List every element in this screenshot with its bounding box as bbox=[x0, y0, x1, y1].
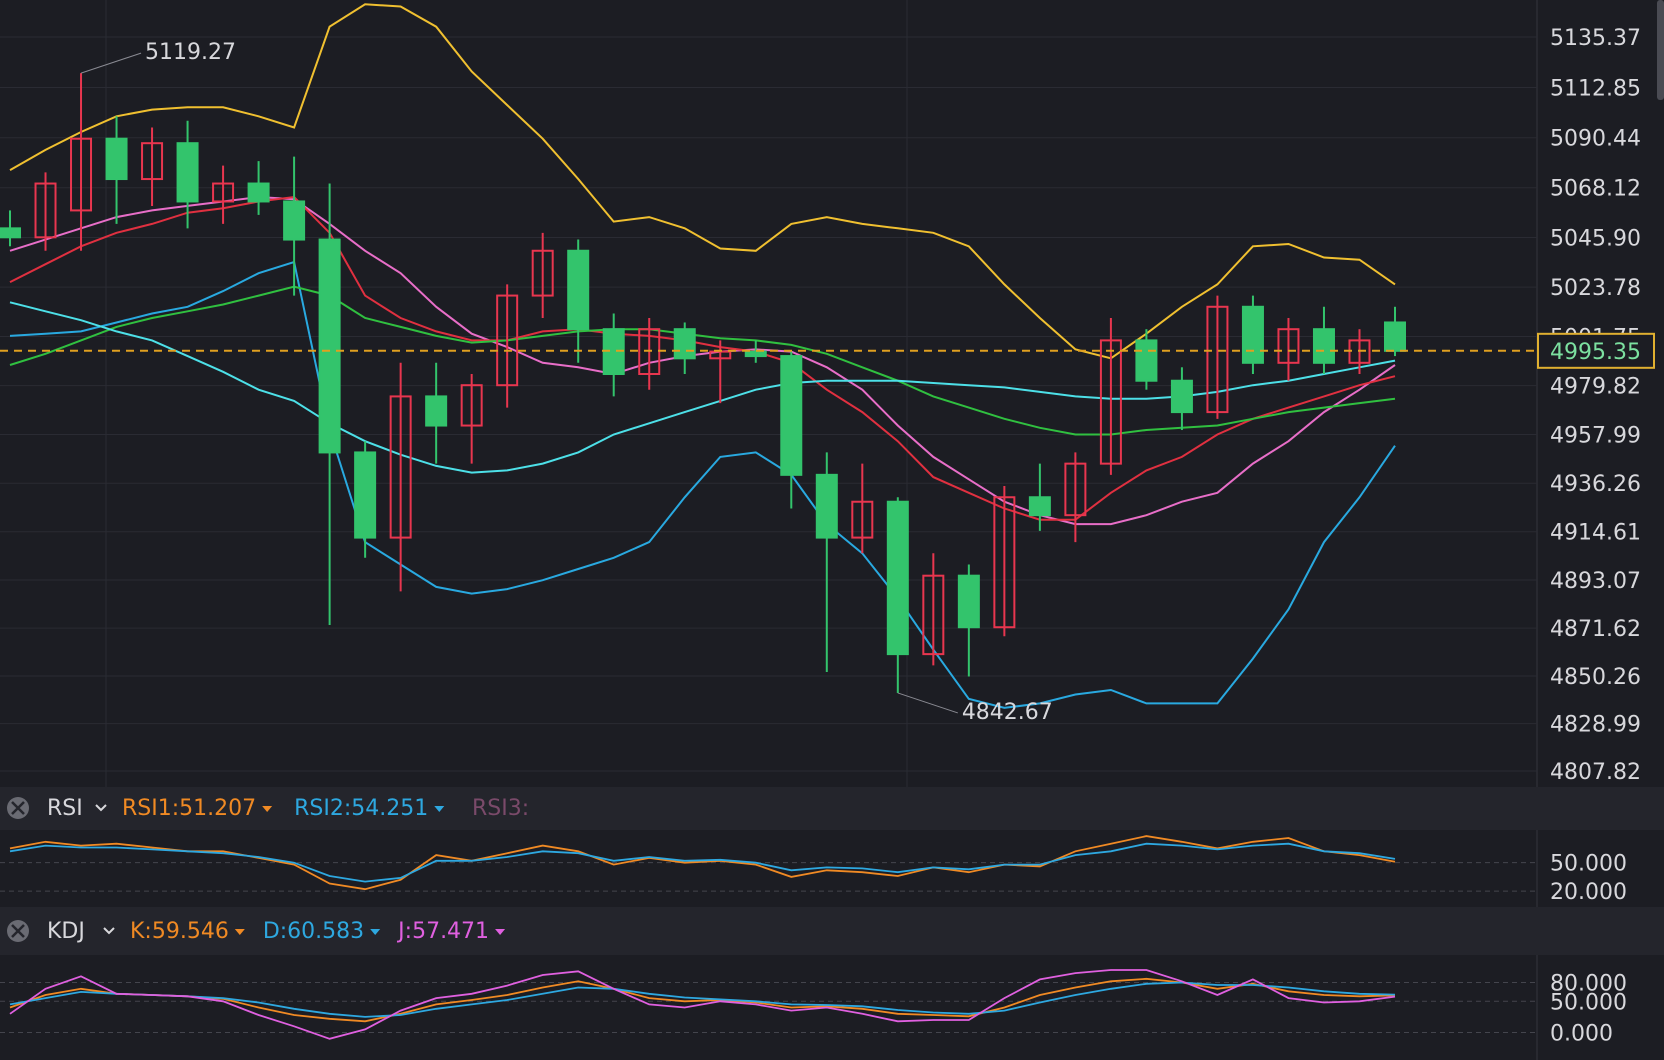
candle-body bbox=[567, 249, 590, 331]
legend-dropdown bbox=[262, 806, 273, 812]
legend-entry[interactable]: RSI3: bbox=[472, 796, 529, 821]
legend-dropdown bbox=[495, 929, 506, 935]
kdj-header bbox=[0, 907, 1664, 955]
legend-dropdown bbox=[434, 806, 445, 812]
candle-body bbox=[283, 200, 306, 241]
panel-title[interactable]: KDJ bbox=[47, 919, 85, 944]
candle-body bbox=[176, 142, 199, 203]
indicator-line bbox=[9, 301, 1396, 474]
candle-body bbox=[1170, 379, 1193, 414]
candle-body bbox=[957, 574, 980, 629]
candle-body bbox=[673, 328, 696, 360]
y-tick-label: 5090.44 bbox=[1550, 127, 1641, 152]
dropdown[interactable] bbox=[103, 927, 115, 935]
indicator-line bbox=[9, 981, 1396, 1018]
indicator-line bbox=[9, 977, 1396, 1023]
candle-body bbox=[744, 350, 767, 358]
y-tick-label: 4936.26 bbox=[1550, 472, 1641, 497]
y-tick-label: 4979.82 bbox=[1550, 375, 1641, 400]
annotation-leader bbox=[80, 52, 142, 74]
candle-body bbox=[993, 496, 1016, 629]
indicator-line bbox=[9, 285, 1396, 436]
candle-body bbox=[886, 500, 909, 656]
candle-body bbox=[460, 384, 483, 427]
candle-body bbox=[1064, 462, 1087, 517]
y-tick-label: 4914.61 bbox=[1550, 521, 1641, 546]
indicator-line bbox=[9, 260, 1396, 709]
y-tick-label: 80.000 bbox=[1550, 972, 1627, 997]
candle-body bbox=[0, 227, 21, 239]
y-tick-label: 50.000 bbox=[1550, 990, 1627, 1015]
indicator-line bbox=[9, 969, 1396, 1040]
candle-body bbox=[815, 473, 838, 539]
candle-body bbox=[70, 137, 93, 212]
candle-body bbox=[1135, 339, 1158, 382]
y-tick-label: 4957.99 bbox=[1550, 424, 1641, 449]
candle-body bbox=[354, 451, 377, 539]
indicator-line bbox=[9, 842, 1396, 883]
legend-entry[interactable]: K:59.546 bbox=[130, 919, 229, 944]
candle-body bbox=[105, 137, 128, 181]
candle-body bbox=[1384, 321, 1406, 352]
indicator-line bbox=[9, 3, 1396, 360]
y-tick-label: 4828.99 bbox=[1550, 713, 1641, 738]
candle-body bbox=[1312, 328, 1335, 364]
dropdown[interactable] bbox=[95, 804, 107, 812]
y-tick-label: 5045.90 bbox=[1550, 227, 1641, 252]
y-tick-label: 0.000 bbox=[1550, 1022, 1613, 1047]
y-tick-label: 5112.85 bbox=[1550, 77, 1641, 102]
legend-entry[interactable]: J:57.471 bbox=[396, 919, 489, 944]
close-rsi[interactable] bbox=[7, 797, 29, 819]
last-price-box bbox=[1537, 332, 1655, 369]
y-tick-label: 5068.12 bbox=[1550, 177, 1641, 202]
y-tick-label: 4871.62 bbox=[1550, 617, 1641, 642]
candle-body bbox=[1277, 328, 1300, 364]
candle-body bbox=[1241, 305, 1264, 364]
candle-body bbox=[496, 294, 519, 387]
y-tick-label: 50.000 bbox=[1550, 852, 1627, 877]
candle-body bbox=[1206, 305, 1229, 414]
last-price-label: 4995.35 bbox=[1550, 340, 1641, 365]
legend-dropdown bbox=[370, 929, 381, 935]
high-annotation: 5119.27 bbox=[145, 40, 236, 65]
legend-dropdown bbox=[234, 929, 245, 935]
candle-body bbox=[141, 142, 164, 181]
indicator-line bbox=[9, 195, 1396, 521]
candle-body bbox=[318, 238, 341, 454]
candle-body bbox=[425, 395, 448, 427]
scrollbar bbox=[1657, 0, 1664, 100]
candle-body bbox=[851, 500, 874, 539]
candle-body bbox=[531, 249, 554, 297]
candle-body bbox=[389, 395, 412, 539]
annotation-leader bbox=[897, 692, 958, 714]
y-tick-label: 5135.37 bbox=[1550, 26, 1641, 51]
candle-body bbox=[780, 355, 803, 476]
candle-body bbox=[922, 574, 945, 656]
legend-entry[interactable]: RSI2:54.251 bbox=[294, 796, 428, 821]
legend-entry[interactable]: D:60.583 bbox=[263, 919, 364, 944]
candle-body bbox=[247, 182, 270, 203]
low-annotation: 4842.67 bbox=[962, 700, 1053, 725]
candle-body bbox=[212, 182, 235, 203]
legend-entry[interactable]: RSI1:51.207 bbox=[122, 796, 256, 821]
y-tick-label: 20.000 bbox=[1550, 880, 1627, 905]
indicator-line bbox=[9, 195, 1396, 526]
candle-body bbox=[34, 182, 57, 239]
candle-body bbox=[1028, 496, 1051, 517]
y-tick-label: 4807.82 bbox=[1550, 760, 1641, 785]
panel-title[interactable]: RSI bbox=[47, 796, 83, 821]
y-tick-label: 4850.26 bbox=[1550, 665, 1641, 690]
y-tick-label: 5023.78 bbox=[1550, 276, 1641, 301]
candle-body bbox=[1099, 339, 1122, 465]
rsi-header bbox=[0, 787, 1664, 830]
y-tick-label: 4893.07 bbox=[1550, 569, 1641, 594]
close-kdj[interactable] bbox=[7, 920, 29, 942]
